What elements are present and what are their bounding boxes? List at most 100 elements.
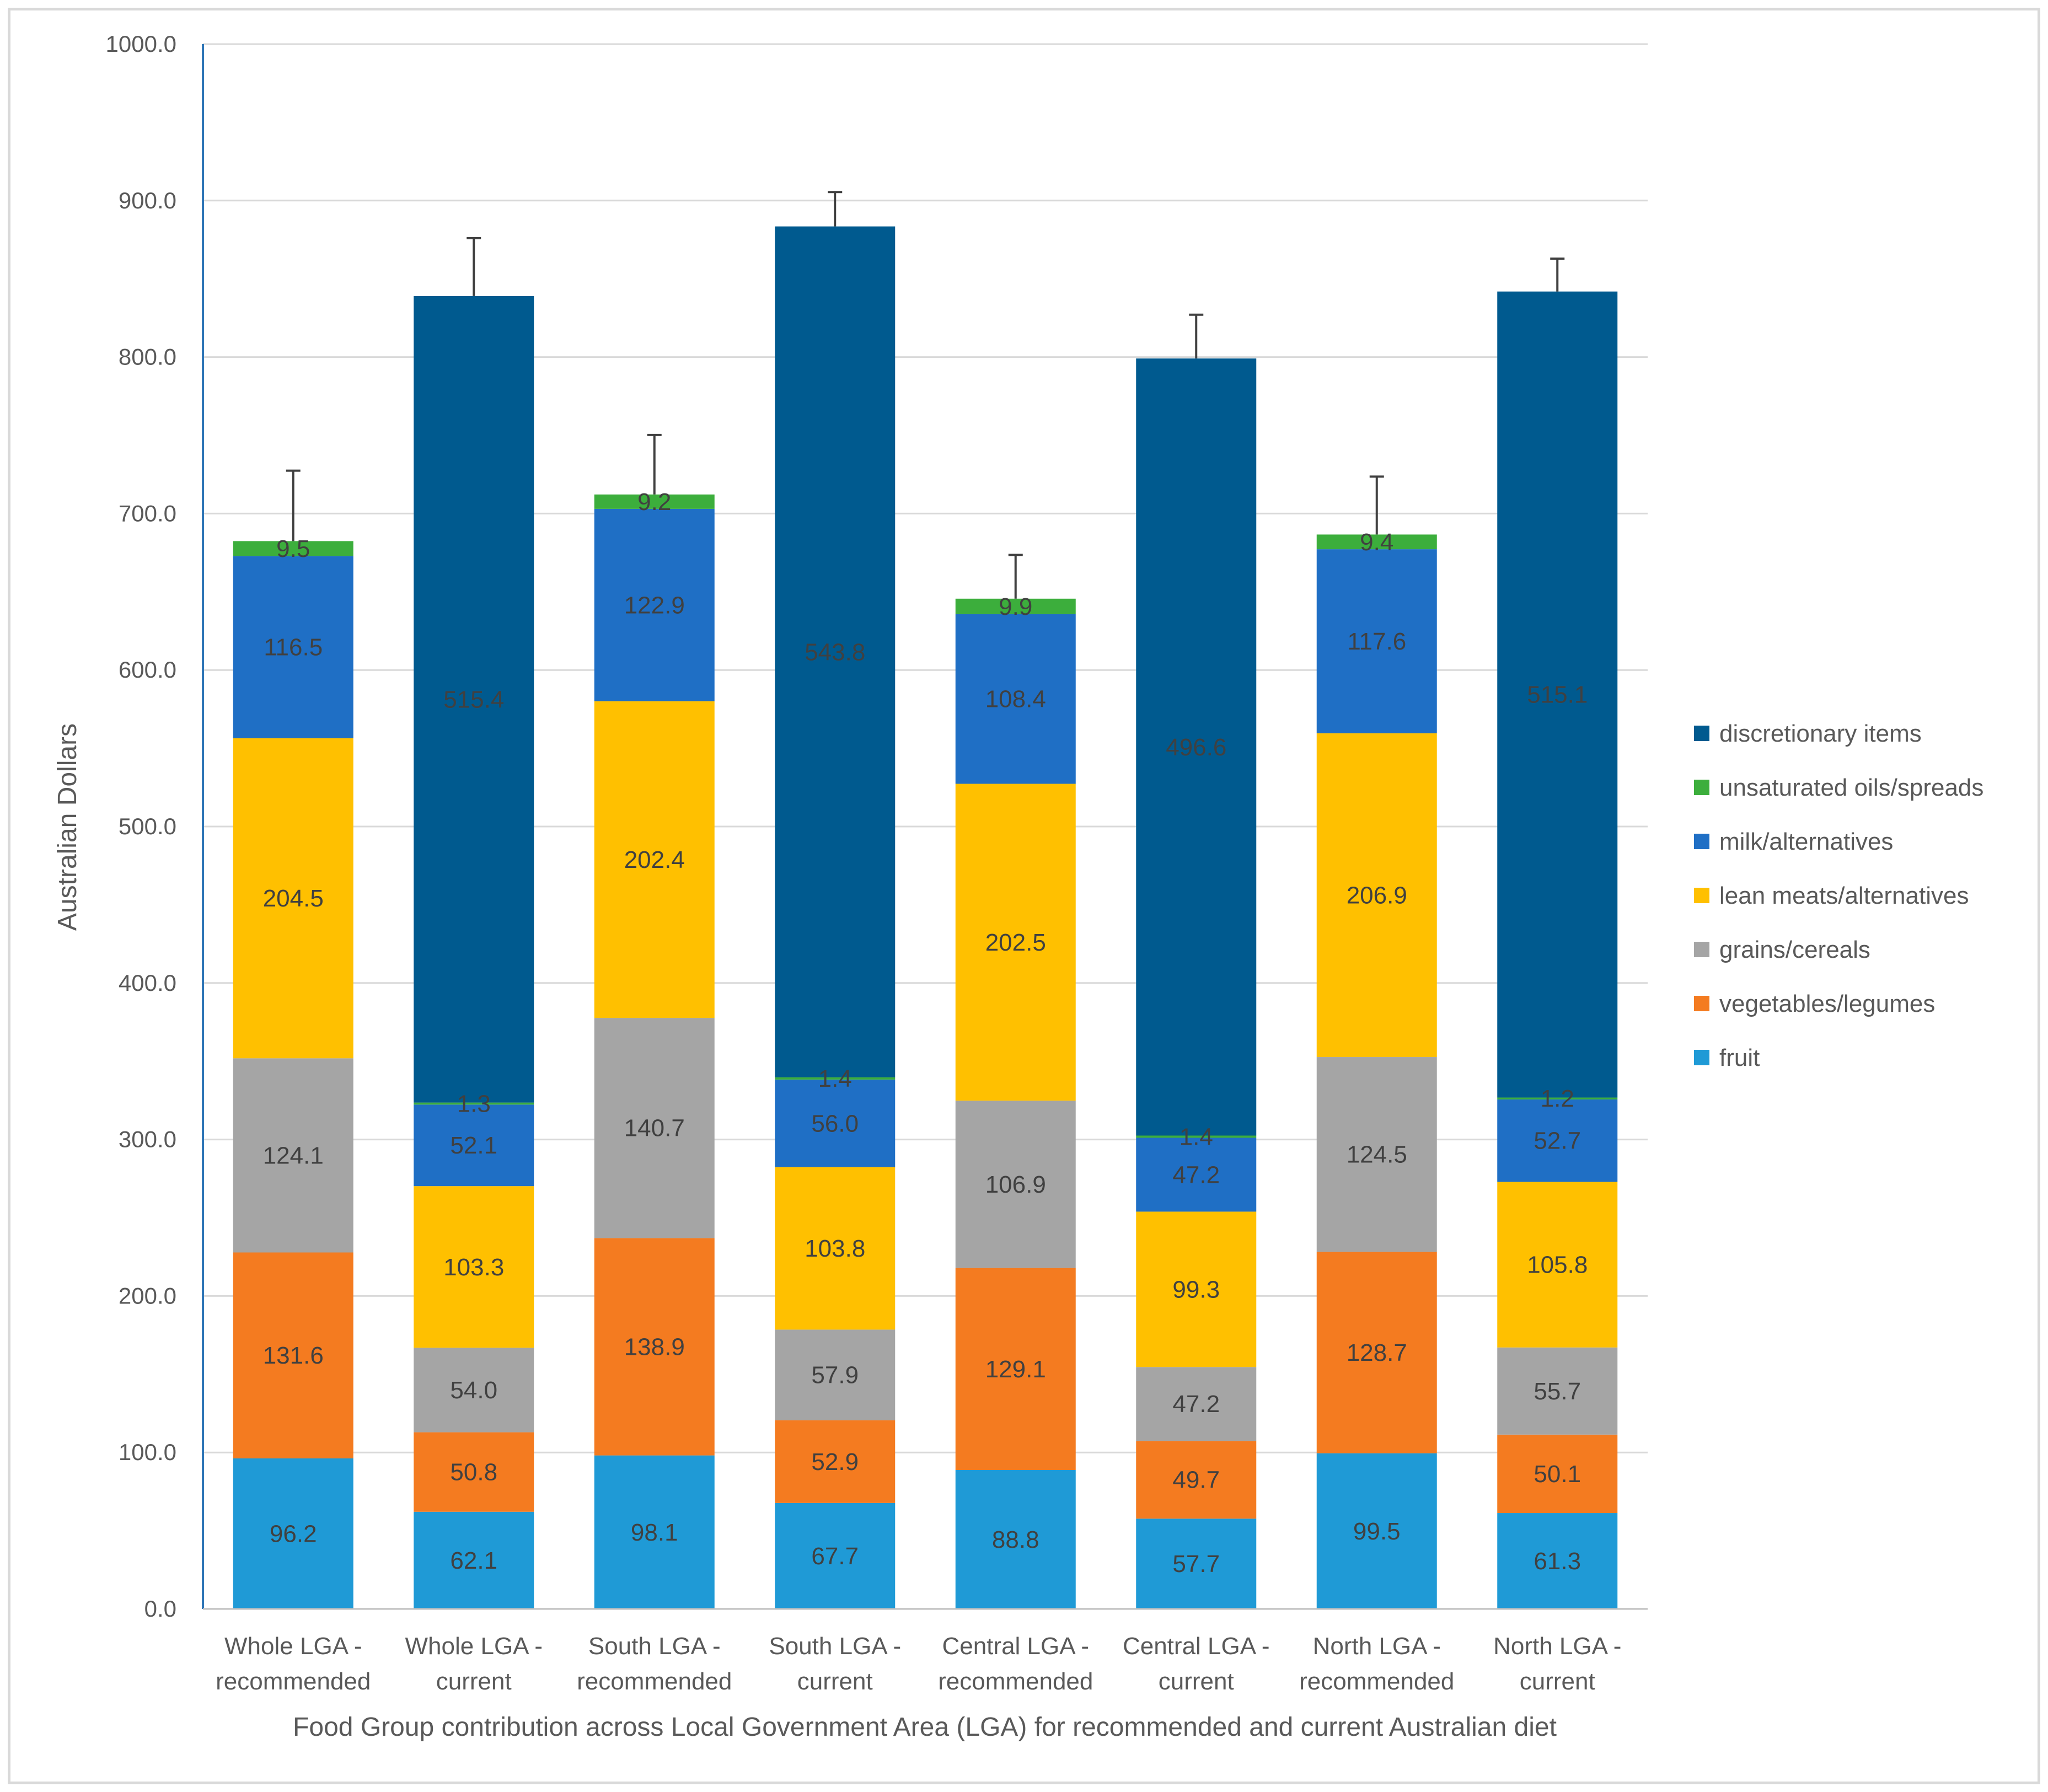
error-bars — [286, 191, 1565, 599]
legend-swatch — [1694, 780, 1709, 795]
data-label: 56.0 — [811, 1110, 859, 1137]
data-label: 138.9 — [624, 1333, 685, 1360]
data-label: 52.9 — [811, 1448, 859, 1476]
bar-segment — [955, 1101, 1076, 1268]
data-label: 52.1 — [450, 1132, 497, 1159]
data-label: 202.5 — [985, 929, 1046, 956]
data-label: 61.3 — [1534, 1548, 1581, 1575]
data-label: 124.1 — [263, 1142, 324, 1169]
data-label: 124.5 — [1347, 1141, 1407, 1168]
legend-swatch — [1694, 888, 1709, 903]
x-tick-label: recommended — [216, 1668, 371, 1695]
legend-label: vegetables/legumes — [1719, 990, 1935, 1017]
bar-segment — [414, 1186, 534, 1348]
x-tick-label: recommended — [1299, 1668, 1454, 1695]
data-label: 103.8 — [805, 1235, 865, 1262]
data-label: 99.3 — [1172, 1276, 1220, 1303]
bar-segment — [594, 1018, 715, 1238]
bar-segment — [414, 1102, 534, 1105]
bar-segment — [955, 1469, 1076, 1609]
y-tick-label: 1000.0 — [106, 31, 176, 57]
bar-segment — [1136, 1135, 1257, 1138]
data-labels: 96.2 131.6 124.1 204.5 116.5 9.5 62.1 50.8 54.0 1… — [263, 489, 1588, 1578]
bar-segment — [414, 1511, 534, 1609]
legend-label: unsaturated oils/spreads — [1719, 774, 1983, 801]
bar-segment — [1497, 1513, 1618, 1609]
bar-segment — [775, 1420, 896, 1503]
legend-label: lean meats/alternatives — [1719, 882, 1969, 909]
x-tick-label: current — [436, 1668, 512, 1695]
x-tick-label: current — [1520, 1668, 1595, 1695]
y-tick-label: 0.0 — [144, 1596, 176, 1622]
data-label: 54.0 — [450, 1377, 497, 1404]
bar-segment — [1316, 1057, 1437, 1252]
bar-segment — [1497, 1099, 1618, 1182]
data-label: 204.5 — [263, 885, 324, 912]
data-label: 105.8 — [1527, 1252, 1588, 1279]
legend-swatch — [1694, 726, 1709, 741]
x-axis-title: Food Group contribution across Local Gov… — [293, 1713, 1557, 1742]
legend-swatch — [1694, 834, 1709, 849]
bar-segment — [1497, 1097, 1618, 1099]
x-tick-label: Central LGA - — [942, 1633, 1089, 1660]
y-tick-label: 900.0 — [119, 187, 176, 213]
bar-segment — [594, 1455, 715, 1609]
y-tick-label: 600.0 — [119, 657, 176, 683]
data-label: 50.1 — [1534, 1461, 1581, 1488]
legend-swatch — [1694, 1050, 1709, 1065]
x-tick-label: recommended — [938, 1668, 1093, 1695]
x-tick-label: North LGA - — [1313, 1633, 1441, 1660]
data-label: 108.4 — [985, 686, 1046, 713]
data-label: 1.2 — [1541, 1085, 1574, 1112]
data-label: 98.1 — [631, 1519, 678, 1546]
bar-segment — [955, 784, 1076, 1101]
bar-segment — [233, 541, 353, 556]
data-label: 55.7 — [1534, 1378, 1581, 1405]
data-label: 57.9 — [811, 1362, 859, 1389]
x-tick-label: Whole LGA - — [405, 1633, 543, 1660]
bar-segment — [1497, 291, 1618, 1098]
y-tick-label: 100.0 — [119, 1439, 176, 1465]
x-tick-label: South LGA - — [769, 1633, 901, 1660]
bars — [233, 226, 1618, 1609]
bar-segment — [594, 508, 715, 701]
bar-segment — [775, 226, 896, 1077]
data-label: 129.1 — [985, 1356, 1046, 1383]
data-label: 122.9 — [624, 592, 685, 619]
x-tick-label: Whole LGA - — [224, 1633, 362, 1660]
bar-segment — [1316, 549, 1437, 733]
bar-segment — [955, 614, 1076, 784]
x-tick-label: Central LGA - — [1123, 1633, 1270, 1660]
bar-segment — [414, 1104, 534, 1187]
bar-segment — [1316, 733, 1437, 1058]
x-tick-label: South LGA - — [588, 1633, 721, 1660]
bar-segment — [233, 738, 353, 1059]
bar-segment — [414, 1432, 534, 1512]
legend-label: grains/cereals — [1719, 936, 1870, 963]
data-label: 57.7 — [1172, 1550, 1220, 1578]
data-label: 52.7 — [1534, 1128, 1581, 1155]
data-label: 49.7 — [1172, 1467, 1220, 1494]
bar-segment — [233, 556, 353, 738]
bar-segment — [1497, 1434, 1618, 1514]
bar-segment — [594, 494, 715, 509]
bar-segment — [1136, 1367, 1257, 1441]
data-label: 9.2 — [637, 489, 671, 516]
bar-segment — [1316, 534, 1437, 550]
data-label: 9.5 — [276, 535, 310, 562]
data-label: 128.7 — [1347, 1339, 1407, 1366]
data-label: 1.4 — [818, 1065, 852, 1092]
data-label: 496.6 — [1166, 734, 1226, 761]
bar-segment — [594, 1238, 715, 1456]
x-tick-label: recommended — [577, 1668, 732, 1695]
legend-swatch — [1694, 996, 1709, 1011]
data-label: 67.7 — [811, 1543, 859, 1570]
x-tick-label: current — [1159, 1668, 1234, 1695]
data-label: 131.6 — [263, 1342, 324, 1369]
data-label: 1.4 — [1180, 1123, 1213, 1150]
bar-segment — [1136, 1138, 1257, 1212]
y-tick-label: 300.0 — [119, 1126, 176, 1152]
data-label: 47.2 — [1172, 1161, 1220, 1188]
y-tick-label: 800.0 — [119, 344, 176, 370]
data-label: 206.9 — [1347, 882, 1407, 909]
